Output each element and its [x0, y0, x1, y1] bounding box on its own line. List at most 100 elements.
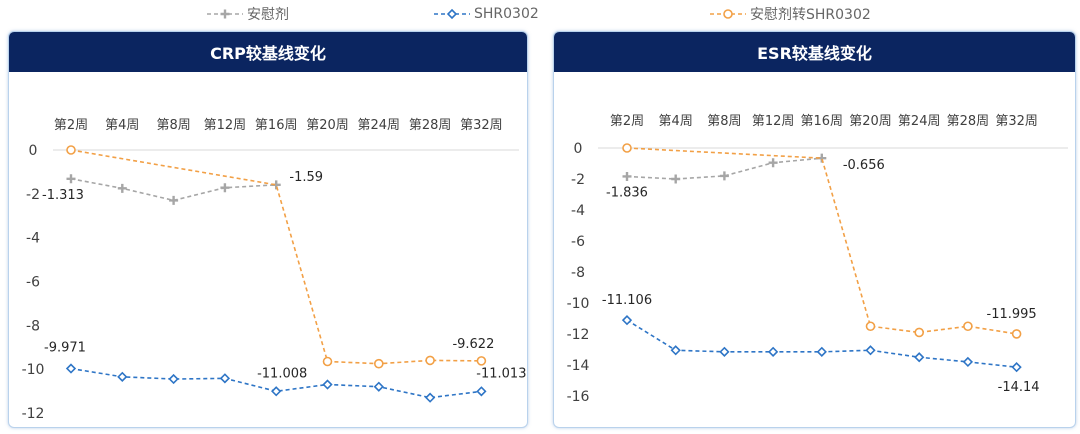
series-shr0302	[621, 315, 1022, 373]
x-category-label: 第8周	[707, 114, 741, 129]
y-tick-label: -8	[571, 265, 585, 281]
data-label: -11.008	[257, 366, 307, 381]
data-point-placebo	[66, 174, 76, 184]
data-point-switch	[963, 321, 973, 332]
data-point-switch	[66, 145, 76, 155]
y-tick-label: -8	[26, 318, 40, 334]
x-category-label: 第32周	[460, 118, 503, 133]
data-point-placebo	[622, 171, 632, 181]
y-tick-label: 0	[574, 141, 583, 157]
crp-chart-panel: CRP较基线变化 0 -2 -4 -6 -8 -10 -12 第2周 第4周 第8周 第12周 第16…	[8, 31, 528, 428]
legend-marker-switch	[723, 9, 733, 19]
y-tick-label: -10	[22, 362, 45, 378]
x-category-label: 第16周	[801, 114, 844, 129]
data-label: -0.656	[843, 158, 885, 173]
x-category-label: 第12周	[752, 114, 795, 129]
series-line-shr0302	[70, 367, 482, 399]
legend-label-placebo: 安慰剂	[247, 7, 289, 23]
legend-label-shr0302: SHR0302	[474, 6, 539, 22]
data-label: -1.59	[289, 170, 323, 185]
legend-label-switch: 安慰剂转SHR0302	[750, 7, 871, 23]
data-point-shr0302	[914, 352, 925, 363]
data-label: -14.14	[998, 380, 1040, 395]
data-label: -9.622	[452, 337, 494, 352]
data-point-shr0302	[271, 386, 282, 397]
data-point-shr0302	[476, 386, 487, 397]
y-tick-label: -16	[567, 389, 590, 405]
x-category-label: 第16周	[255, 118, 298, 133]
legend-marker-shr0302	[446, 8, 458, 20]
data-point-switch	[1011, 329, 1022, 339]
crp-chart-title: CRP较基线变化	[9, 32, 527, 72]
data-label: -11.106	[602, 293, 652, 308]
legend-marker-placebo	[220, 9, 230, 19]
data-label: -1.313	[42, 188, 84, 203]
crp-line-chart: 0 -2 -4 -6 -8 -10 -12 第2周 第4周 第8周 第12周 第16周 第20周 第24周…	[22, 118, 527, 422]
y-tick-label: -6	[26, 275, 40, 291]
data-point-placebo	[220, 183, 230, 193]
y-tick-label: -4	[26, 231, 40, 247]
x-category-label: 第12周	[204, 118, 247, 133]
data-point-shr0302	[865, 345, 876, 356]
legend-item-switch: 安慰剂转SHR0302	[708, 4, 871, 24]
data-point-placebo	[117, 183, 127, 193]
x-category-label: 第32周	[995, 114, 1038, 129]
y-tick-label: -2	[26, 187, 40, 203]
data-point-shr0302	[65, 363, 77, 374]
x-category-label: 第28周	[409, 118, 452, 133]
data-point-placebo	[671, 174, 681, 184]
legend-item-placebo: 安慰剂	[205, 4, 289, 24]
data-point-shr0302	[719, 346, 730, 357]
data-point-shr0302	[670, 345, 681, 356]
y-tick-label: -6	[571, 234, 585, 250]
x-category-label: 第20周	[306, 118, 349, 133]
data-point-switch	[322, 356, 333, 367]
legend-swatch-shr0302	[434, 8, 470, 20]
chart-legend: 安慰剂 SHR0302 安慰剂转SHR0302	[0, 0, 1080, 28]
data-point-shr0302	[816, 346, 827, 357]
legend-swatch-switch	[710, 9, 746, 19]
y-tick-label: -10	[567, 296, 590, 312]
data-point-shr0302	[373, 381, 384, 392]
y-tick-label: -2	[571, 172, 585, 188]
data-point-shr0302	[424, 392, 436, 403]
data-point-shr0302	[1011, 362, 1022, 373]
data-point-switch	[476, 356, 487, 366]
y-tick-label: -14	[567, 358, 590, 374]
y-tick-label: -12	[22, 406, 45, 422]
esr-chart-title: ESR较基线变化	[554, 32, 1075, 72]
x-category-label: 第20周	[849, 114, 892, 129]
series-placebo	[622, 153, 827, 184]
data-point-shr0302	[767, 346, 779, 357]
x-category-label: 第24周	[358, 118, 401, 133]
series-line-placebo	[626, 157, 822, 180]
x-category-label: 第4周	[105, 118, 139, 133]
series-line-switch	[626, 147, 1017, 335]
data-point-placebo	[169, 195, 179, 205]
x-category-label: 第2周	[54, 118, 88, 133]
data-point-shr0302	[117, 371, 128, 382]
data-point-switch	[914, 327, 925, 338]
series-placebo	[66, 174, 281, 205]
data-label: -1.836	[606, 185, 648, 200]
legend-item-shr0302: SHR0302	[432, 4, 539, 24]
esr-chart-panel: ESR较基线变化 0 -2 -4 -6 -8 -10 -12 -14 -16 第2周 第4周 第8周第…	[553, 31, 1076, 428]
data-label: -11.995	[987, 307, 1037, 322]
x-category-label: 第24周	[898, 114, 941, 129]
data-label: -11.013	[476, 366, 526, 381]
data-label: -9.971	[44, 341, 86, 356]
data-point-shr0302	[621, 315, 633, 326]
data-point-shr0302	[219, 373, 231, 384]
data-point-placebo	[719, 171, 729, 181]
x-category-label: 第2周	[610, 114, 644, 129]
data-point-switch	[865, 321, 876, 332]
data-point-shr0302	[322, 379, 333, 390]
legend-swatch-placebo	[207, 9, 243, 19]
series-switch	[66, 145, 487, 369]
y-tick-label: -12	[567, 327, 590, 343]
data-point-switch	[622, 143, 632, 153]
data-point-switch	[425, 355, 435, 366]
data-point-placebo	[768, 158, 778, 168]
series-switch	[622, 143, 1022, 339]
